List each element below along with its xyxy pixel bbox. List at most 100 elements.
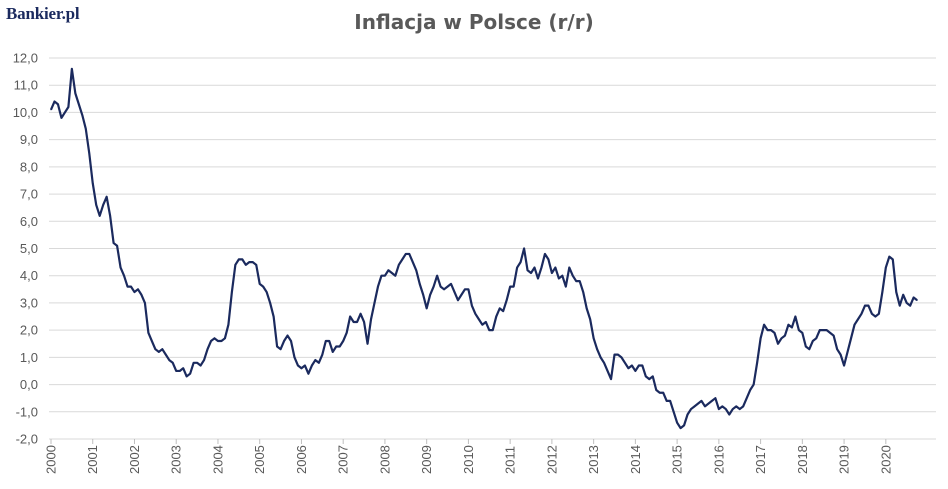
x-tick-label: 2010	[461, 445, 476, 474]
data-point	[680, 427, 682, 429]
data-point	[321, 354, 323, 356]
data-point	[596, 348, 598, 350]
data-point	[50, 109, 52, 111]
data-point	[259, 283, 261, 285]
data-point	[700, 400, 703, 402]
data-point	[819, 329, 821, 331]
data-point	[377, 286, 379, 288]
data-point	[519, 261, 522, 263]
data-point	[199, 364, 202, 367]
data-point	[533, 266, 536, 269]
gridlines	[49, 57, 936, 440]
data-point	[798, 329, 800, 331]
data-point	[509, 286, 511, 288]
x-tick-label: 2003	[169, 445, 184, 474]
y-tick-label: 12,0	[13, 51, 38, 66]
data-point	[144, 302, 146, 304]
data-point	[488, 329, 490, 331]
data-point	[766, 329, 769, 331]
data-point	[603, 362, 605, 364]
data-point	[530, 272, 532, 274]
data-point	[474, 313, 476, 315]
data-point	[627, 367, 630, 369]
data-point	[850, 337, 852, 339]
data-point	[540, 266, 543, 269]
data-point	[659, 392, 661, 394]
series-layer	[49, 67, 918, 430]
data-point	[158, 351, 160, 353]
data-point	[366, 343, 369, 345]
data-point	[252, 261, 254, 263]
data-point	[739, 408, 741, 410]
data-point	[262, 286, 264, 288]
data-point	[342, 340, 344, 342]
data-point	[711, 400, 713, 402]
data-point	[436, 275, 438, 277]
chart-title: Inflacja w Polsce (r/r)	[354, 10, 594, 34]
data-point	[339, 345, 341, 348]
data-point	[286, 334, 289, 337]
data-point	[165, 354, 167, 356]
data-point	[888, 256, 890, 258]
data-point	[300, 367, 303, 369]
data-point	[833, 334, 835, 337]
data-point	[245, 264, 247, 266]
data-point	[99, 215, 101, 217]
data-point	[673, 411, 675, 413]
data-point	[439, 286, 442, 288]
data-point	[203, 359, 205, 361]
data-point	[561, 275, 563, 277]
data-point	[210, 340, 212, 342]
x-tick-label: 2019	[837, 445, 852, 474]
y-tick-label: 7,0	[20, 187, 38, 202]
data-point	[325, 340, 327, 342]
data-point	[408, 253, 410, 255]
data-point	[443, 288, 445, 290]
data-point	[213, 337, 216, 339]
x-tick-label: 2000	[44, 445, 59, 474]
data-point	[777, 343, 779, 345]
data-point	[749, 389, 751, 391]
data-point	[599, 356, 602, 358]
data-point	[346, 332, 348, 334]
data-point	[586, 307, 588, 309]
data-point	[457, 299, 459, 301]
x-axis-ticks: 2000 2001 2002 2003 2004 2005 2006 2007 2008 2009…	[44, 438, 936, 474]
data-point	[116, 245, 118, 247]
data-point	[899, 305, 901, 307]
data-point	[610, 378, 612, 380]
data-point	[255, 264, 257, 266]
data-point	[634, 370, 636, 372]
data-point	[147, 332, 149, 334]
data-point	[92, 182, 94, 184]
data-point	[433, 286, 435, 288]
data-point	[815, 337, 817, 339]
data-point	[641, 364, 643, 367]
data-point	[756, 362, 758, 364]
data-point	[220, 340, 223, 342]
data-point	[426, 307, 428, 309]
data-point	[353, 321, 355, 323]
x-tick-label: 2016	[711, 445, 726, 474]
data-point	[690, 408, 692, 410]
data-point	[422, 294, 424, 296]
data-point	[394, 275, 396, 277]
data-point	[175, 370, 177, 372]
data-point	[248, 261, 250, 263]
data-point	[746, 397, 748, 399]
data-point	[836, 348, 838, 350]
data-point	[370, 318, 372, 320]
data-point	[742, 405, 744, 407]
x-tick-label: 2009	[419, 445, 434, 474]
data-point	[405, 253, 407, 255]
data-point	[593, 337, 595, 339]
data-point	[753, 383, 755, 386]
data-point	[113, 242, 115, 244]
data-point	[88, 152, 90, 154]
data-point	[662, 392, 664, 394]
data-point	[558, 277, 560, 280]
data-point	[231, 291, 233, 293]
data-point	[784, 334, 786, 337]
data-point	[760, 337, 762, 339]
x-tick-label: 2015	[670, 445, 685, 474]
